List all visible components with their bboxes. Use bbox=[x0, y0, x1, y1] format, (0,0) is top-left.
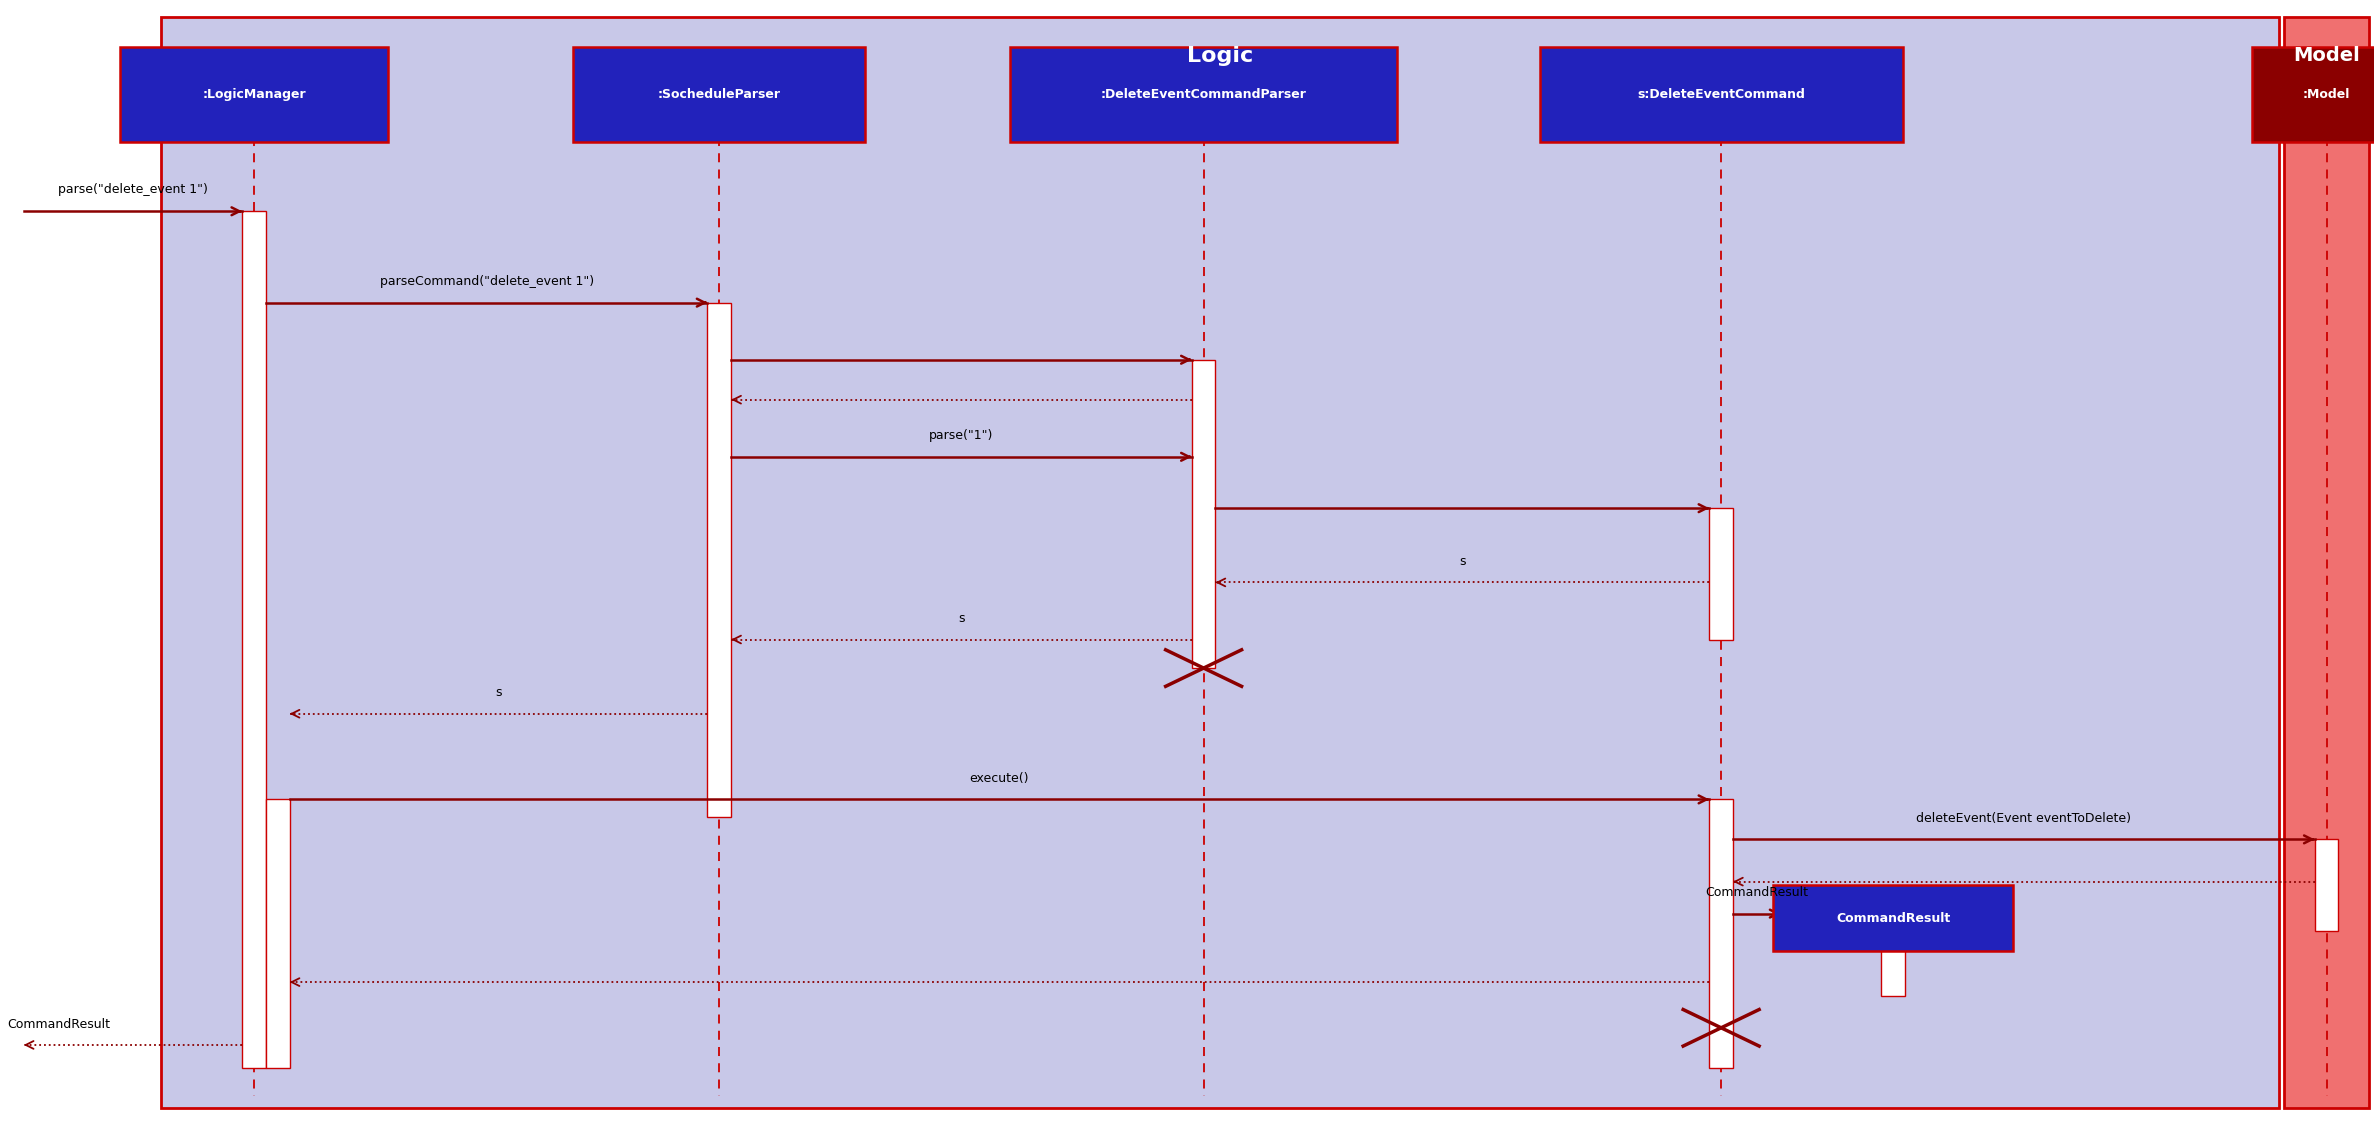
Text: Logic: Logic bbox=[1187, 46, 1253, 66]
Text: :SocheduleParser: :SocheduleParser bbox=[658, 88, 781, 100]
FancyBboxPatch shape bbox=[119, 47, 387, 142]
FancyBboxPatch shape bbox=[575, 47, 864, 142]
Bar bbox=[2315, 839, 2338, 931]
Text: deleteEvent(Event eventToDelete): deleteEvent(Event eventToDelete) bbox=[1916, 812, 2132, 825]
Text: parse("delete_event 1"): parse("delete_event 1") bbox=[57, 184, 209, 196]
FancyBboxPatch shape bbox=[2284, 17, 2369, 1108]
Text: parseCommand("delete_event 1"): parseCommand("delete_event 1") bbox=[380, 275, 594, 288]
Text: CommandResult: CommandResult bbox=[1835, 911, 1951, 925]
Text: parse("1"): parse("1") bbox=[928, 429, 995, 442]
Text: CommandResult: CommandResult bbox=[7, 1019, 109, 1031]
Bar bbox=[1709, 508, 1733, 640]
Text: :LogicManager: :LogicManager bbox=[202, 88, 306, 100]
Text: s: s bbox=[959, 612, 964, 625]
FancyBboxPatch shape bbox=[161, 17, 2279, 1108]
Bar bbox=[1192, 360, 1215, 668]
FancyBboxPatch shape bbox=[1538, 47, 1904, 142]
FancyBboxPatch shape bbox=[1009, 47, 1396, 142]
Text: s: s bbox=[496, 686, 501, 699]
Bar bbox=[707, 303, 731, 817]
Text: s:DeleteEventCommand: s:DeleteEventCommand bbox=[1638, 88, 1804, 100]
Text: :DeleteEventCommandParser: :DeleteEventCommandParser bbox=[1102, 88, 1306, 100]
Text: execute(): execute() bbox=[969, 772, 1030, 785]
Text: :Model: :Model bbox=[2303, 88, 2350, 100]
Bar bbox=[1709, 799, 1733, 1068]
Bar bbox=[242, 211, 266, 1068]
Bar bbox=[266, 799, 290, 1068]
FancyBboxPatch shape bbox=[2251, 47, 2374, 142]
Text: Model: Model bbox=[2293, 46, 2360, 65]
FancyBboxPatch shape bbox=[1773, 885, 2013, 951]
Text: s: s bbox=[1460, 555, 1465, 568]
Bar bbox=[1880, 948, 1904, 996]
Text: CommandResult: CommandResult bbox=[1705, 886, 1809, 899]
